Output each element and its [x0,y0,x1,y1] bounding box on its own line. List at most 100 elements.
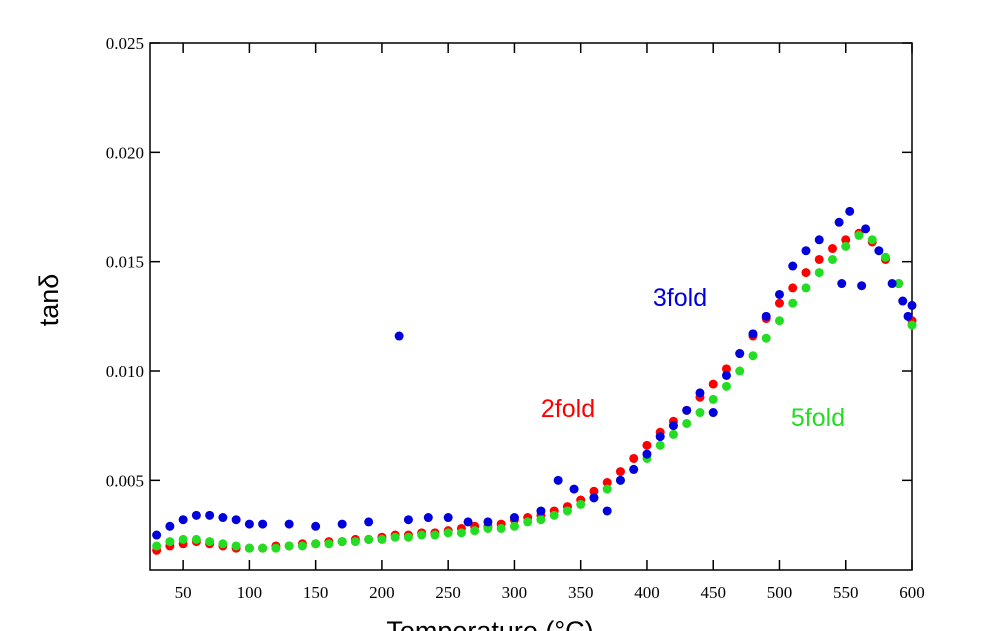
data-point [483,517,493,527]
data-point [443,513,453,523]
data-point [205,537,215,547]
data-point [337,537,347,547]
data-point [178,515,188,525]
data-point [814,254,824,264]
data-point [841,241,851,251]
data-point [867,235,877,245]
data-point [615,467,625,477]
x-tick-label: 50 [175,583,192,602]
data-point [695,408,705,418]
data-point [496,523,506,533]
data-point [788,261,798,271]
data-point [837,279,847,289]
data-point [827,254,837,264]
x-tick-label: 600 [899,583,925,602]
data-point [629,453,639,463]
x-tick-label: 100 [237,583,263,602]
data-point [774,316,784,326]
data-point [364,517,374,527]
data-point [191,510,201,520]
data-point [364,534,374,544]
data-point [894,279,904,289]
data-point [887,279,897,289]
data-point [801,246,811,256]
data-point [553,475,563,485]
data-point [430,530,440,540]
data-point [218,539,228,549]
data-point [483,523,493,533]
data-point [861,224,871,234]
data-point [845,206,855,216]
data-point [655,440,665,450]
data-point [191,534,201,544]
x-tick-label: 250 [435,583,461,602]
y-axis-label: tanδ [34,274,64,327]
x-tick-label: 200 [369,583,395,602]
data-point [761,311,771,321]
data-point [841,235,851,245]
data-point [801,283,811,293]
data-point [536,515,546,525]
data-point [456,528,466,538]
data-point [708,394,718,404]
data-point [774,289,784,299]
data-point [589,493,599,503]
data-point [509,513,519,523]
x-tick-label: 450 [700,583,726,602]
data-point [165,521,175,531]
data-point [602,478,612,488]
data-point [218,513,228,523]
data-point [774,298,784,308]
x-tick-label: 400 [634,583,660,602]
data-point [907,320,917,330]
data-point [205,510,215,520]
data-point [642,449,652,459]
data-point [801,268,811,278]
data-point [470,526,480,536]
data-point [814,268,824,278]
data-point [788,298,798,308]
data-point [602,484,612,494]
data-point [297,541,307,551]
x-axis-label: Temperature (°C) [386,616,593,631]
data-point [695,388,705,398]
data-point [721,381,731,391]
data-point [615,475,625,485]
data-point [258,519,268,529]
data-point [834,217,844,227]
data-point [231,541,241,551]
data-point [258,543,268,553]
data-point [463,517,473,527]
y-tick-label: 0.005 [106,471,144,490]
y-tick-label: 0.020 [106,143,144,162]
data-point [682,418,692,428]
y-tick-label: 0.025 [106,34,144,53]
data-point [377,534,387,544]
data-point [324,539,334,549]
data-point [562,506,572,516]
x-tick-label: 550 [833,583,859,602]
data-point [337,519,347,529]
data-point [165,537,175,547]
data-point [311,521,321,531]
data-point [748,351,758,361]
data-point [668,421,678,431]
data-point [668,429,678,439]
data-point [536,506,546,516]
data-point [178,534,188,544]
x-tick-label: 150 [303,583,329,602]
data-point [244,519,254,529]
data-point [761,333,771,343]
data-point [244,543,254,553]
data-point [655,432,665,442]
data-point [708,408,718,418]
data-point [907,300,917,310]
data-point [880,252,890,262]
data-point [735,366,745,376]
data-point [748,329,758,339]
data-point [854,230,864,240]
data-point [284,519,294,529]
y-tick-label: 0.015 [106,253,144,272]
data-point [708,379,718,389]
